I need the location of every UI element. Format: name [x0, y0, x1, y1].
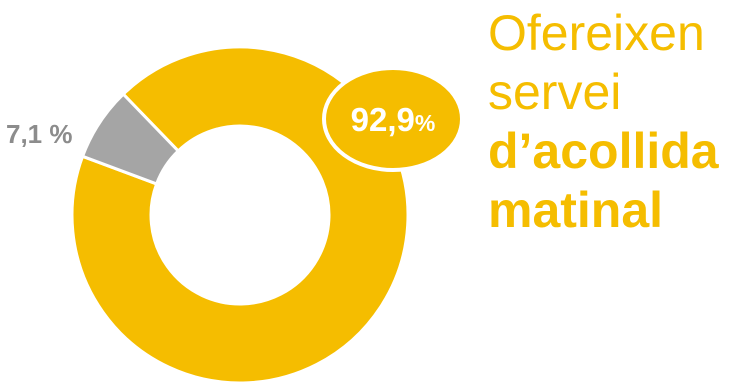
headline-line-1: Ofereixen: [488, 5, 705, 61]
major-slice-number: 92,9: [351, 101, 415, 138]
major-slice-label: 92,9%: [351, 101, 436, 138]
headline-line-3: d’acollida: [488, 123, 719, 179]
major-slice-percent-sign: %: [415, 110, 435, 136]
headline-line-4: matinal: [488, 182, 664, 238]
minor-slice-label: 7,1 %: [6, 119, 73, 149]
callout-bubble: [322, 66, 464, 172]
donut-slice-minor: [80, 92, 181, 186]
headline-line-2: servei: [488, 64, 622, 120]
headline: Ofereixen servei d’acollida matinal: [488, 4, 754, 240]
